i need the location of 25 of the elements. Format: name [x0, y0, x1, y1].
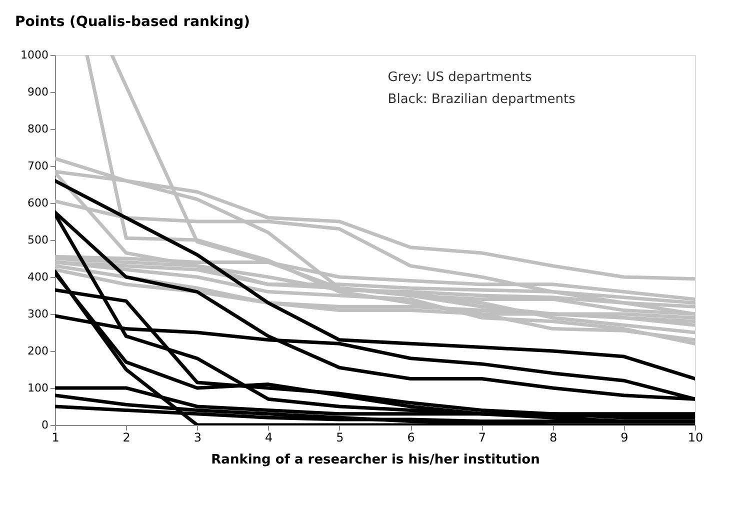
x-axis-title: Ranking of a researcher is his/her institution [211, 452, 540, 468]
x-tick-label: 10 [688, 430, 704, 444]
y-tick-label: 600 [28, 196, 48, 210]
x-tick-label: 2 [122, 430, 130, 444]
y-tick-label: 1000 [20, 48, 48, 62]
y-tick-label: 800 [28, 122, 48, 136]
x-tick-label: 8 [549, 430, 558, 444]
x-tick-label: 4 [265, 430, 273, 444]
x-tick-label: 6 [407, 430, 415, 444]
y-tick-label: 700 [28, 160, 48, 172]
y-tick-label: 100 [28, 382, 48, 394]
x-tick-label: 5 [336, 430, 344, 444]
annotation: Black: Brazilian departments [388, 92, 576, 108]
y-tick-label: 400 [28, 270, 48, 284]
y-tick-label: 500 [28, 234, 48, 246]
x-tick-label: 3 [194, 430, 202, 444]
y-tick-label: 900 [28, 86, 48, 98]
y-tick-label: 0 [42, 418, 48, 432]
x-tick-label: 9 [620, 430, 628, 444]
y-tick-label: 300 [28, 308, 48, 320]
y-tick-label: 200 [28, 344, 48, 358]
x-tick-label: 1 [52, 430, 60, 444]
x-tick-label: 7 [478, 430, 486, 444]
chart-title: Points (Qualis-based ranking) [15, 14, 250, 30]
annotation: Grey: US departments [388, 70, 532, 86]
